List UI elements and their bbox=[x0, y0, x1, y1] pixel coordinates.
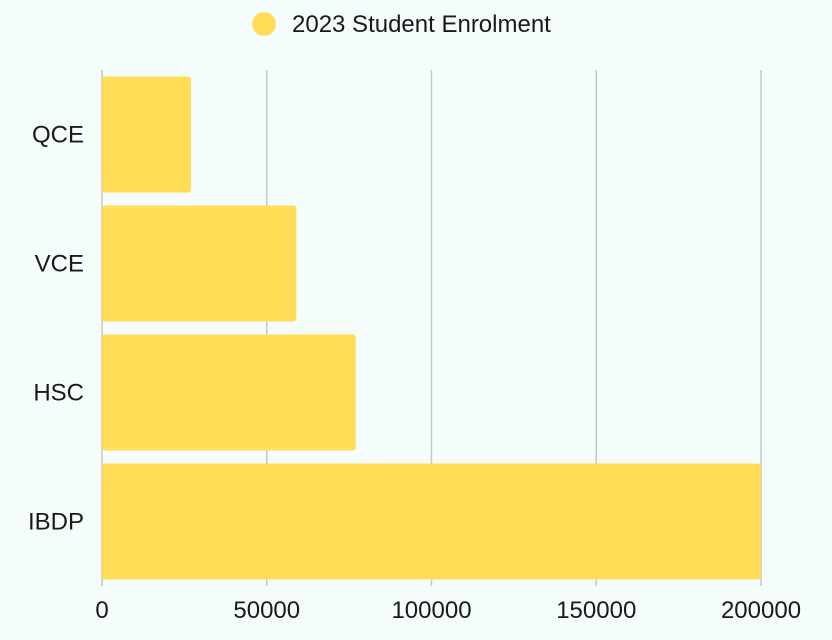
y-axis-labels: QCE VCE HSC IBDP bbox=[28, 122, 84, 536]
x-axis-labels: 0 50000 100000 150000 200000 bbox=[95, 597, 801, 624]
legend: 2023 Student Enrolment bbox=[252, 11, 551, 38]
y-tick-label-vce: VCE bbox=[35, 251, 84, 278]
bars bbox=[102, 76, 761, 580]
bar-ibdp bbox=[102, 463, 761, 580]
x-tick-label: 100000 bbox=[391, 597, 471, 624]
x-tick-label: 150000 bbox=[556, 597, 636, 624]
y-tick-label-hsc: HSC bbox=[33, 380, 84, 407]
y-tick-label-qce: QCE bbox=[32, 122, 84, 149]
bar-hsc bbox=[102, 334, 356, 451]
x-tick-label: 200000 bbox=[721, 597, 801, 624]
y-tick-label-ibdp: IBDP bbox=[28, 509, 84, 536]
legend-label: 2023 Student Enrolment bbox=[292, 11, 551, 38]
x-tick-label: 50000 bbox=[233, 597, 300, 624]
legend-swatch bbox=[252, 12, 276, 36]
bar-vce bbox=[102, 205, 297, 322]
bar-qce bbox=[102, 76, 191, 193]
x-tick-label: 0 bbox=[95, 597, 108, 624]
